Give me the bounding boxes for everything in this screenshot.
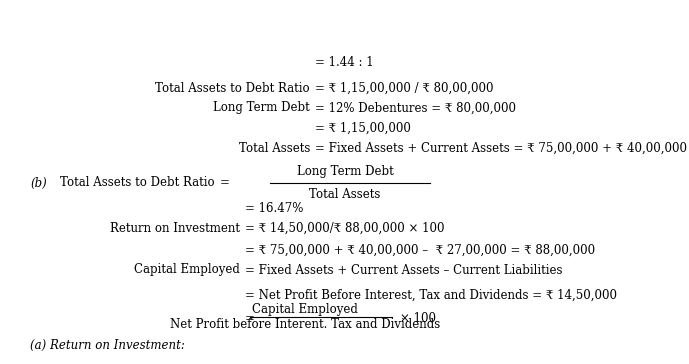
Text: Net Profit before Interent. Tax and Dividends: Net Profit before Interent. Tax and Divi… (170, 318, 440, 332)
Text: Total Assets to Debt Ratio: Total Assets to Debt Ratio (156, 82, 310, 95)
Text: (a) Return on Investment:: (a) Return on Investment: (30, 339, 185, 352)
Text: Total Assets: Total Assets (238, 142, 310, 154)
Text: = 1.44 : 1: = 1.44 : 1 (315, 56, 373, 70)
Text: = Net Profit Before Interest, Tax and Dividends = ₹ 14,50,000: = Net Profit Before Interest, Tax and Di… (245, 289, 617, 301)
Text: (b): (b) (30, 177, 47, 190)
Text: =: = (220, 177, 230, 190)
Text: × 100: × 100 (400, 312, 436, 324)
Text: Return on Investment: Return on Investment (110, 222, 240, 234)
Text: Capital Employed: Capital Employed (252, 304, 358, 317)
Text: = ₹ 14,50,000/₹ 88,00,000 × 100: = ₹ 14,50,000/₹ 88,00,000 × 100 (245, 222, 444, 234)
Text: Total Assets: Total Assets (309, 189, 381, 202)
Text: Long Term Debt: Long Term Debt (297, 166, 393, 178)
Text: = Fixed Assets + Current Assets – Current Liabilities: = Fixed Assets + Current Assets – Curren… (245, 264, 562, 277)
Text: = Fixed Assets + Current Assets = ₹ 75,00,000 + ₹ 40,00,000: = Fixed Assets + Current Assets = ₹ 75,0… (315, 142, 687, 154)
Text: = ₹ 1,15,00,000: = ₹ 1,15,00,000 (315, 122, 411, 135)
Text: = ₹ 1,15,00,000 / ₹ 80,00,000: = ₹ 1,15,00,000 / ₹ 80,00,000 (315, 82, 493, 95)
Text: Long Term Debt: Long Term Debt (214, 102, 310, 115)
Text: Total Assets to Debt Ratio: Total Assets to Debt Ratio (61, 177, 215, 190)
Text: Capital Employed: Capital Employed (134, 264, 240, 277)
Text: = 16.47%: = 16.47% (245, 202, 303, 214)
Text: =: = (245, 313, 255, 325)
Text: = 12% Debentures = ₹ 80,00,000: = 12% Debentures = ₹ 80,00,000 (315, 102, 516, 115)
Text: = ₹ 75,00,000 + ₹ 40,00,000 –  ₹ 27,00,000 = ₹ 88,00,000: = ₹ 75,00,000 + ₹ 40,00,000 – ₹ 27,00,00… (245, 244, 595, 257)
